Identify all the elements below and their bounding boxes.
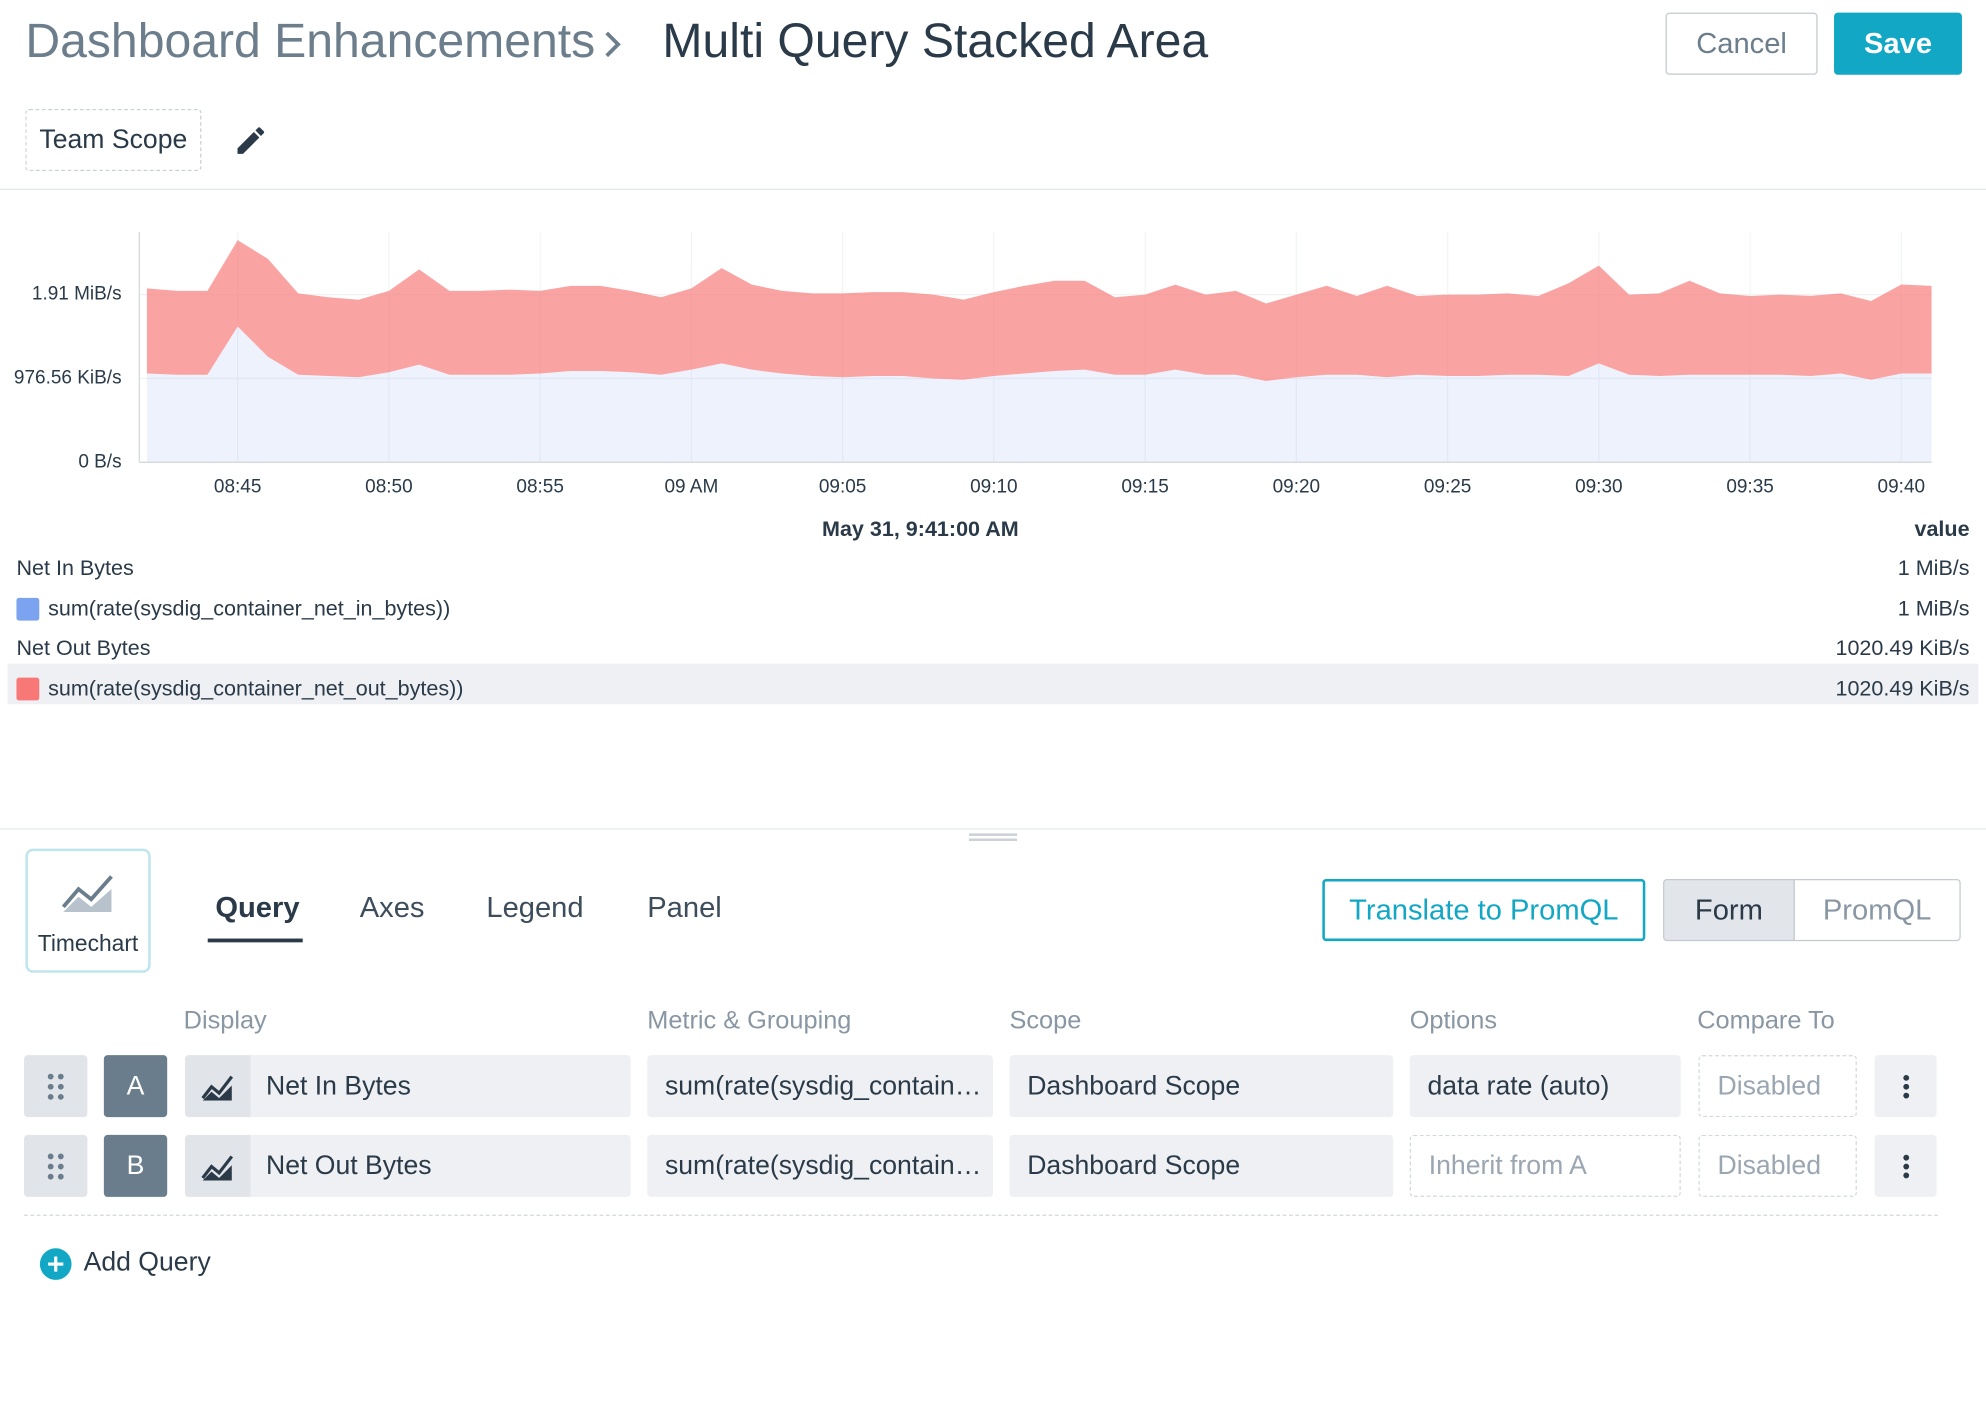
mode-form[interactable]: Form: [1663, 879, 1795, 942]
options: Inherit from A: [1409, 1134, 1681, 1197]
display-name: Net In Bytes: [250, 1055, 631, 1118]
metric: sum(rate(sysdig_contain…: [647, 1055, 994, 1118]
display-name: Net Out Bytes: [250, 1134, 631, 1197]
x-tick-label: 08:55: [516, 477, 564, 498]
edit-icon[interactable]: [233, 123, 268, 158]
options: data rate (auto): [1409, 1055, 1681, 1118]
y-tick-label: 1.91 MiB/s: [32, 284, 122, 305]
add-icon[interactable]: [39, 1248, 72, 1281]
timechart-icon: [61, 875, 113, 912]
add-query[interactable]: Add Query: [83, 1247, 211, 1277]
scope: Dashboard Scope: [1009, 1134, 1394, 1197]
legend-value-header: value: [1914, 516, 1970, 541]
drag-icon: [47, 1152, 64, 1179]
y-tick-label: 0 B/s: [78, 451, 121, 472]
stacked-area: [146, 326, 1932, 463]
divider: [0, 188, 1986, 190]
breadcrumb[interactable]: Dashboard Enhancements: [25, 15, 596, 69]
x-tick-label: 09:35: [1726, 477, 1774, 498]
drag-icon: [47, 1073, 64, 1100]
tab[interactable]: Panel: [647, 890, 722, 924]
x-tick-label: 08:50: [365, 477, 413, 498]
compare-to: Disabled: [1698, 1055, 1857, 1118]
x-tick-label: 09:40: [1878, 477, 1926, 498]
x-tick-label: 09:30: [1575, 477, 1623, 498]
tab-active[interactable]: Query: [215, 890, 300, 924]
kebab-icon: [1902, 1074, 1909, 1098]
page-title: Multi Query Stacked Area: [662, 15, 1209, 69]
legend-swatch: [16, 597, 40, 621]
x-tick-label: 09:15: [1121, 477, 1169, 498]
stacked-area: [146, 240, 1932, 381]
tab[interactable]: Legend: [486, 890, 584, 924]
legend-group: Net In Bytes: [16, 556, 134, 581]
row-menu[interactable]: [1874, 1055, 1937, 1118]
x-tick-label: 09:20: [1273, 477, 1321, 498]
legend-highlight: [7, 663, 1979, 704]
legend-value: 1020.49 KiB/s: [1835, 675, 1970, 700]
legend-time: May 31, 9:41:00 AM: [822, 516, 1019, 541]
drag-handle: [24, 1134, 88, 1197]
y-tick-label: 976.56 KiB/s: [14, 367, 122, 388]
split-handle[interactable]: [968, 833, 1018, 842]
column-header: Scope: [1009, 1006, 1082, 1035]
legend-group-value: 1020.49 KiB/s: [1835, 635, 1970, 660]
drag-handle: [24, 1055, 88, 1118]
legend-swatch: [16, 676, 40, 700]
timechart-icon: [201, 1075, 234, 1101]
x-tick-label: 08:45: [214, 477, 262, 498]
row-menu[interactable]: [1874, 1134, 1937, 1197]
legend-series: sum(rate(sysdig_container_net_in_bytes)): [48, 595, 451, 621]
split-divider: [0, 828, 1986, 830]
translate-button[interactable]: Translate to PromQL: [1322, 879, 1646, 942]
query-letter: A: [103, 1055, 168, 1118]
chart: 0 B/s 976.56 KiB/s 1.91 MiB/s 08:45 08:50 08:…: [14, 231, 1932, 498]
x-tick-label: 09:05: [819, 477, 867, 498]
chevron: [605, 31, 621, 58]
column-header: Metric & Grouping: [647, 1006, 852, 1035]
kebab-icon: [1902, 1154, 1909, 1178]
x-tick-label: 09:25: [1424, 477, 1472, 498]
scope: Dashboard Scope: [1009, 1055, 1394, 1118]
column-header: Options: [1409, 1006, 1498, 1035]
metric: sum(rate(sysdig_contain…: [647, 1134, 994, 1197]
legend-group: Net Out Bytes: [16, 635, 151, 660]
save-button[interactable]: Save: [1834, 12, 1962, 75]
timechart-icon: [201, 1154, 234, 1180]
chart-type-label: Timechart: [37, 930, 139, 957]
cancel-button[interactable]: Cancel: [1665, 12, 1818, 75]
tab[interactable]: Axes: [359, 890, 425, 924]
column-header: Compare To: [1697, 1006, 1835, 1035]
legend-group-value: 1 MiB/s: [1897, 556, 1970, 581]
x-tick-label: 09 AM: [664, 477, 718, 498]
rows-divider: [24, 1214, 1938, 1216]
column-header: Display: [183, 1006, 267, 1035]
chart-type-card[interactable]: Timechart: [25, 848, 151, 973]
mode-promql[interactable]: PromQL: [1793, 879, 1961, 942]
tab-underline: [207, 938, 303, 943]
legend-series: sum(rate(sysdig_container_net_out_bytes)…: [48, 675, 464, 700]
legend-value: 1 MiB/s: [1897, 595, 1970, 621]
x-tick-label: 09:10: [970, 477, 1018, 498]
display-icon: [184, 1134, 251, 1197]
query-letter: B: [103, 1134, 168, 1197]
compare-to: Disabled: [1698, 1134, 1857, 1197]
display-icon: [184, 1055, 251, 1118]
scope-chip[interactable]: Team Scope: [25, 108, 202, 171]
